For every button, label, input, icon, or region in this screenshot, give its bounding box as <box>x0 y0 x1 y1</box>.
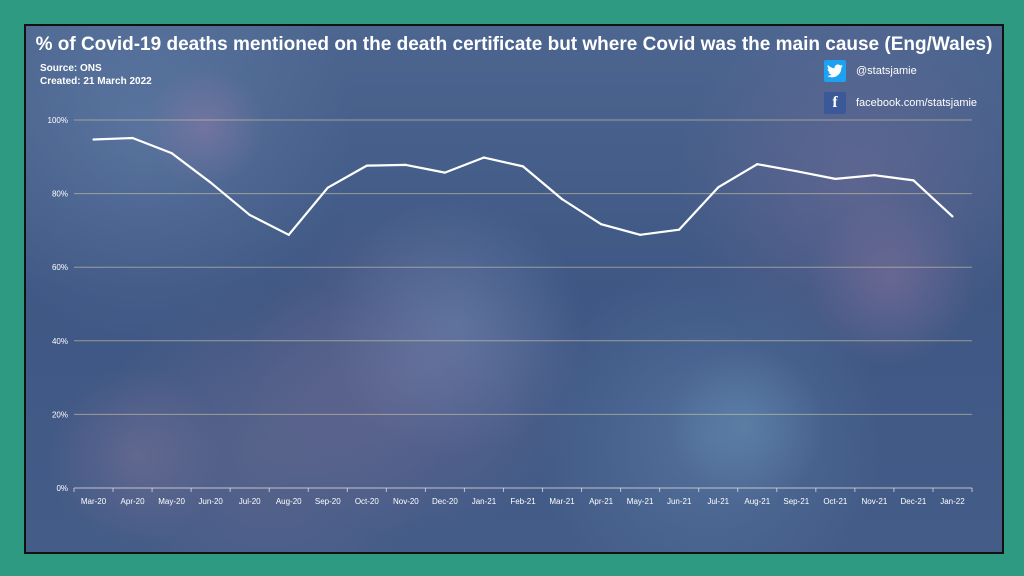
data-point <box>560 198 564 201</box>
data-point <box>209 181 212 184</box>
data-point <box>521 165 525 168</box>
x-tick-label: Jan-21 <box>472 497 497 506</box>
y-axis-ticks: 0% 20% 40% 60% 80% 100% <box>48 116 68 493</box>
chart-frame: % of Covid-19 deaths mentioned on the de… <box>24 24 1004 554</box>
data-point <box>678 228 681 231</box>
x-tick-label: Mar-21 <box>549 497 575 506</box>
x-tick-label: Nov-20 <box>393 497 419 506</box>
source-label: Source: ONS <box>40 63 102 74</box>
data-point <box>717 186 720 189</box>
data-point <box>404 163 407 166</box>
x-tick-label: May-21 <box>627 497 654 506</box>
x-tick-label: Jun-21 <box>667 497 692 506</box>
x-tick-label: Sep-20 <box>315 497 341 506</box>
x-tick-label: Nov-21 <box>861 497 887 506</box>
x-axis-ticks: Mar-20 Apr-20 May-20 Jun-20 Jul-20 Aug-20 Sep-… <box>73 488 973 506</box>
line-chart: 0% 20% 40% 60% 80% 100% Mar-20 Apr-20 May-20 Jun… <box>48 116 973 506</box>
x-tick-label: Dec-20 <box>432 497 458 506</box>
data-point <box>326 186 329 189</box>
twitter-icon <box>824 60 846 82</box>
data-point <box>482 156 486 159</box>
data-point <box>443 171 447 174</box>
x-tick-label: Dec-21 <box>901 497 927 506</box>
x-tick-label: Apr-21 <box>589 497 614 506</box>
twitter-link[interactable]: @statsjamie <box>824 60 917 82</box>
x-tick-label: Oct-20 <box>355 497 380 506</box>
data-point <box>834 177 837 180</box>
series-line <box>93 136 954 236</box>
data-point <box>912 179 915 182</box>
x-tick-label: Sep-21 <box>783 497 809 506</box>
data-point <box>756 163 759 166</box>
x-tick-label: Mar-20 <box>81 497 107 506</box>
x-tick-label: Jul-21 <box>707 497 729 506</box>
x-tick-label: Jan-22 <box>940 497 965 506</box>
data-point <box>170 152 173 155</box>
x-tick-label: May-20 <box>158 497 185 506</box>
facebook-link[interactable]: f facebook.com/statsjamie <box>824 92 977 114</box>
x-tick-label: Jul-20 <box>239 497 261 506</box>
data-point <box>287 233 290 236</box>
data-point <box>639 233 642 236</box>
x-tick-label: Oct-21 <box>823 497 848 506</box>
facebook-icon: f <box>824 92 846 114</box>
x-tick-label: Feb-21 <box>510 497 536 506</box>
data-point <box>92 138 95 141</box>
y-tick-label: 0% <box>56 484 68 493</box>
data-point <box>599 223 603 226</box>
y-tick-label: 80% <box>52 190 68 199</box>
gridlines <box>74 119 972 415</box>
data-point <box>873 174 876 177</box>
data-point <box>131 136 134 140</box>
data-point <box>365 164 368 167</box>
created-date-label: Created: 21 March 2022 <box>40 76 152 87</box>
twitter-handle: @statsjamie <box>856 65 917 77</box>
y-tick-label: 40% <box>52 337 68 346</box>
chart-title: % of Covid-19 deaths mentioned on the de… <box>35 34 993 55</box>
y-tick-label: 100% <box>48 116 68 125</box>
data-point <box>248 213 251 217</box>
y-tick-label: 60% <box>52 263 68 272</box>
data-points <box>92 136 954 236</box>
facebook-url: facebook.com/statsjamie <box>856 97 978 109</box>
y-tick-label: 20% <box>52 410 68 419</box>
x-tick-label: Aug-20 <box>276 497 302 506</box>
data-point <box>795 170 798 173</box>
data-point <box>951 215 954 218</box>
x-tick-label: Apr-20 <box>121 497 146 506</box>
x-tick-label: Aug-21 <box>744 497 770 506</box>
x-tick-label: Jun-20 <box>198 497 223 506</box>
